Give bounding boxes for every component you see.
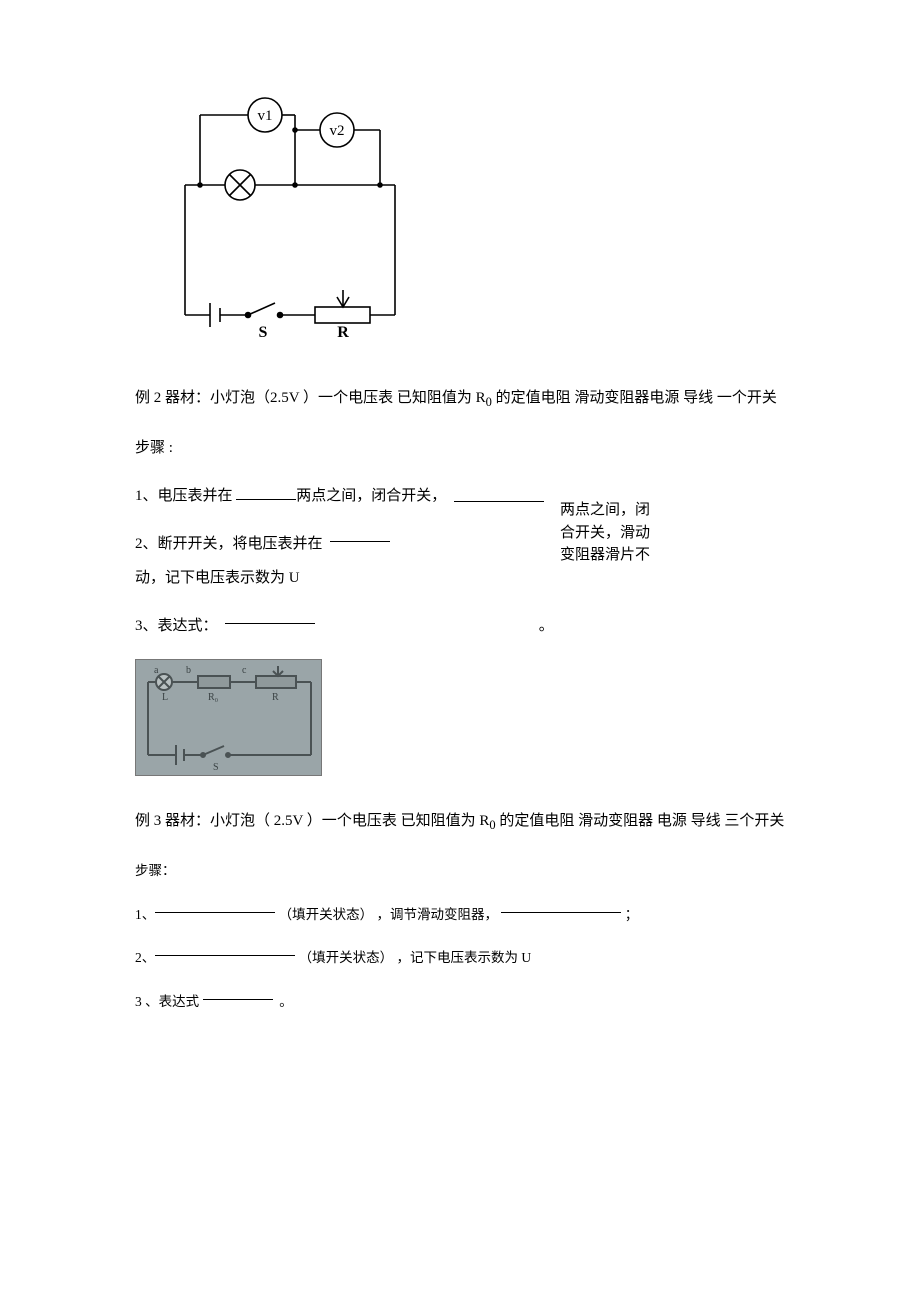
example3-step1: 1、 （填开关状态） ，调节滑动变阻器， ； bbox=[135, 900, 785, 930]
example2-step1: 1、电压表并在 两点之间，闭合开关， bbox=[135, 481, 785, 511]
example2-step3: 3、表达式： 。 bbox=[135, 611, 785, 641]
v2-label: v2 bbox=[330, 123, 345, 139]
example3-steps-label: 步骤： bbox=[135, 856, 785, 886]
example3-step3: 3 、表达式 。 bbox=[135, 987, 785, 1017]
circuit-diagram-1: v1 v2 S R bbox=[165, 85, 785, 348]
svg-text:c: c bbox=[242, 665, 247, 676]
s-label: S bbox=[259, 324, 268, 340]
example2-title: 例 2 器材：小灯泡（2.5V ）一个电压表 已知阻值为 R0 的定值电阻 滑动… bbox=[135, 383, 785, 415]
svg-text:R₀: R₀ bbox=[208, 692, 219, 703]
example2-step2b: 动，记下电压表示数为 U bbox=[135, 563, 785, 593]
example3-title: 例 3 器材：小灯泡（ 2.5V ）一个电压表 已知阻值为 R0 的定值电阻 滑… bbox=[135, 806, 785, 838]
circuit-photo: a b c L R₀ R S bbox=[135, 659, 322, 776]
svg-text:S: S bbox=[213, 762, 219, 773]
example2-step2a: 2、断开开关，将电压表并在 bbox=[135, 529, 785, 559]
r-label: R bbox=[337, 324, 349, 340]
svg-text:a: a bbox=[154, 665, 159, 676]
example3-step2: 2、 （填开关状态） ，记下电压表示数为 U bbox=[135, 943, 785, 973]
svg-text:L: L bbox=[162, 692, 168, 703]
example2-right-note: 两点之间，闭 合开关，滑动 变阻器滑片不 bbox=[560, 499, 650, 567]
v1-label: v1 bbox=[258, 108, 273, 124]
svg-text:b: b bbox=[186, 665, 191, 676]
example2-steps-label: 步骤 : bbox=[135, 433, 785, 463]
svg-text:R: R bbox=[272, 692, 279, 703]
